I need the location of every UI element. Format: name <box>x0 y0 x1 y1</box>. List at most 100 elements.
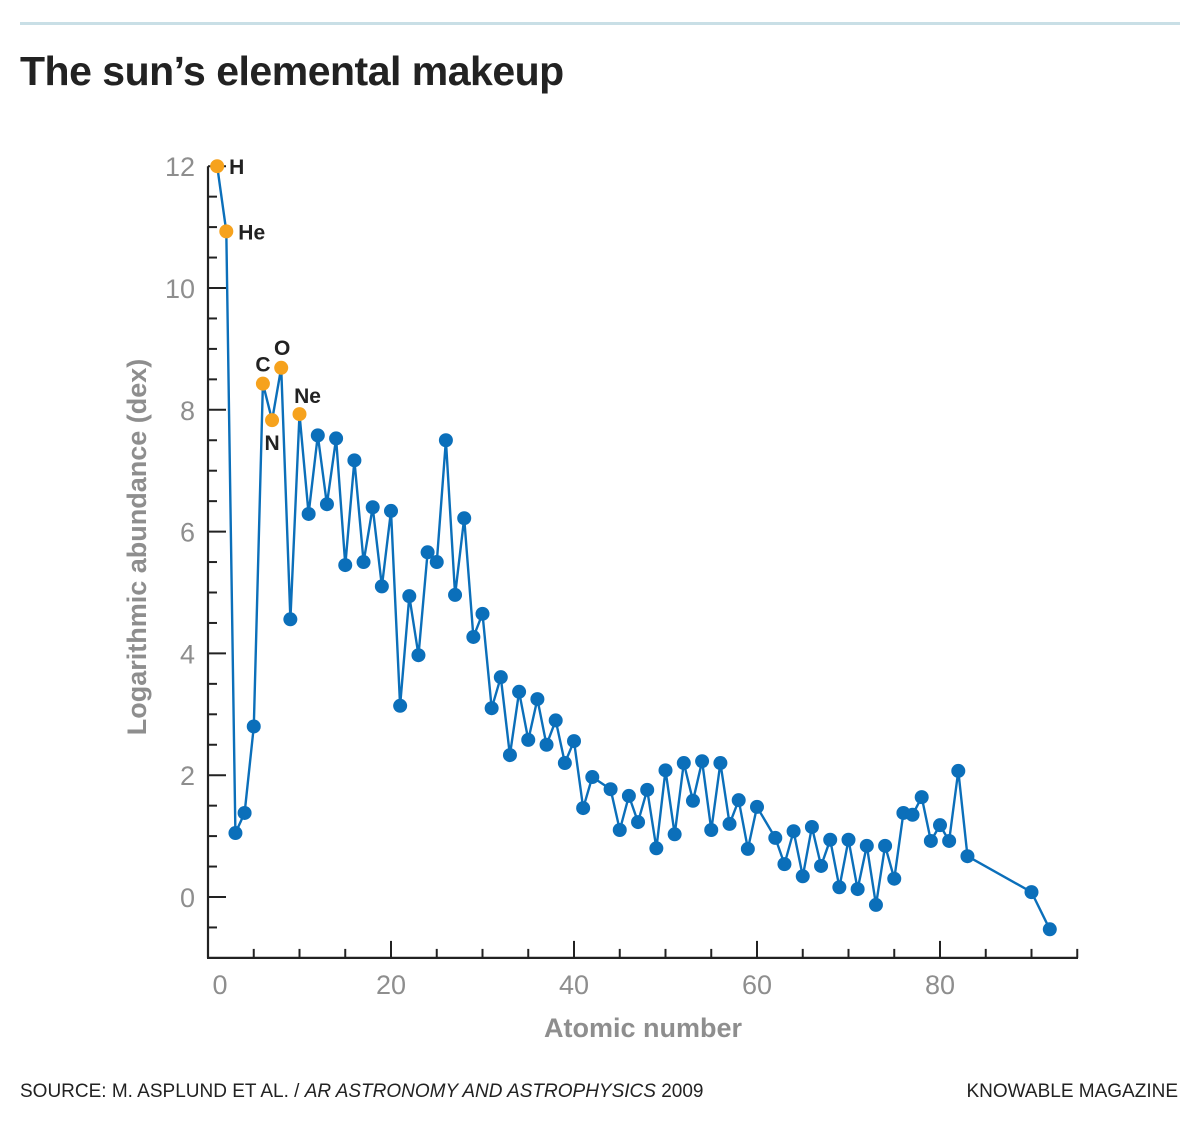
data-point <box>868 897 883 912</box>
data-point <box>429 555 444 570</box>
data-point <box>676 756 691 771</box>
data-point <box>1042 922 1057 937</box>
data-point-n <box>265 413 280 428</box>
source-note: SOURCE: M. ASPLUND ET AL. / AR ASTRONOMY… <box>20 1081 703 1103</box>
data-point <box>457 511 472 526</box>
data-point <box>951 763 966 778</box>
data-point <box>612 823 627 838</box>
data-point <box>704 823 719 838</box>
data-point <box>850 882 865 897</box>
x-tick-label: 80 <box>925 970 955 1000</box>
data-point <box>859 838 874 853</box>
y-tick-label: 10 <box>165 274 195 304</box>
y-tick-label: 4 <box>180 639 195 669</box>
data-point <box>356 555 371 570</box>
data-point <box>411 648 426 663</box>
data-point <box>283 612 298 627</box>
data-point <box>713 756 728 771</box>
chart-title: The sun’s elemental makeup <box>20 48 564 94</box>
y-tick-label: 2 <box>180 761 195 791</box>
data-point <box>640 782 655 797</box>
data-point <box>905 807 920 822</box>
y-tick-label: 8 <box>180 396 195 426</box>
data-point <box>786 824 801 839</box>
data-point <box>621 788 636 803</box>
data-point <box>603 782 618 797</box>
data-point <box>493 670 508 685</box>
data-point <box>530 692 545 707</box>
data-point <box>942 833 957 848</box>
data-point <box>695 754 710 769</box>
data-point <box>887 871 902 886</box>
data-point <box>814 858 829 873</box>
data-point <box>722 816 737 831</box>
y-axis-label: Logarithmic abundance (dex) <box>122 359 152 736</box>
data-point-he <box>219 224 234 239</box>
data-point <box>310 428 325 443</box>
data-point <box>768 830 783 845</box>
source-year: 2009 <box>655 1081 704 1102</box>
data-point <box>338 558 353 573</box>
data-point <box>484 701 499 716</box>
data-point <box>237 805 252 820</box>
source-journal: AR ASTRONOMY AND ASTROPHYSICS <box>304 1081 656 1102</box>
data-point <box>420 545 435 560</box>
data-point <box>914 790 929 805</box>
element-label: Ne <box>294 385 321 408</box>
data-point <box>841 832 856 847</box>
data-point <box>832 880 847 895</box>
data-point <box>777 857 792 872</box>
data-point <box>548 713 563 728</box>
data-point <box>960 849 975 864</box>
data-point <box>393 698 408 713</box>
data-point <box>878 838 893 853</box>
data-point <box>475 606 490 621</box>
x-tick-label: 60 <box>742 970 772 1000</box>
top-rule <box>20 22 1180 25</box>
data-point <box>649 841 664 856</box>
data-point <box>448 587 463 602</box>
data-point <box>512 684 527 699</box>
data-point <box>365 500 380 515</box>
x-tick-label: 0 <box>212 970 227 1000</box>
data-point <box>228 826 243 841</box>
data-point <box>347 453 362 468</box>
data-point <box>658 763 673 778</box>
data-point <box>246 719 261 734</box>
data-point <box>933 818 947 833</box>
brand-credit: KNOWABLE MAGAZINE <box>966 1081 1179 1102</box>
data-point <box>631 815 646 830</box>
data-point <box>667 827 682 842</box>
data-point-o <box>274 360 289 375</box>
data-point <box>795 869 810 884</box>
data-point <box>567 734 581 749</box>
element-label: H <box>229 156 244 179</box>
data-point-h <box>210 159 225 174</box>
element-label: He <box>238 221 265 244</box>
data-point <box>329 431 344 446</box>
element-label: C <box>255 354 270 377</box>
data-point <box>740 841 755 856</box>
data-point <box>402 589 417 604</box>
data-point <box>384 503 398 518</box>
y-tick-label: 0 <box>180 883 195 913</box>
data-point <box>502 748 517 763</box>
data-point <box>823 832 838 847</box>
data-point <box>750 799 764 814</box>
element-label: N <box>264 432 279 455</box>
element-label: O <box>274 337 290 360</box>
x-tick-label: 20 <box>376 970 406 1000</box>
data-point <box>557 756 572 771</box>
y-tick-label: 12 <box>165 152 195 182</box>
data-point-ne <box>292 407 307 422</box>
data-point <box>1024 885 1039 900</box>
data-point <box>539 737 554 752</box>
data-point <box>923 833 938 848</box>
data-point <box>374 579 389 594</box>
data-point-c <box>255 376 270 391</box>
data-point <box>319 497 334 512</box>
data-point <box>521 732 536 747</box>
y-tick-label: 6 <box>180 518 195 548</box>
data-point <box>685 793 700 808</box>
